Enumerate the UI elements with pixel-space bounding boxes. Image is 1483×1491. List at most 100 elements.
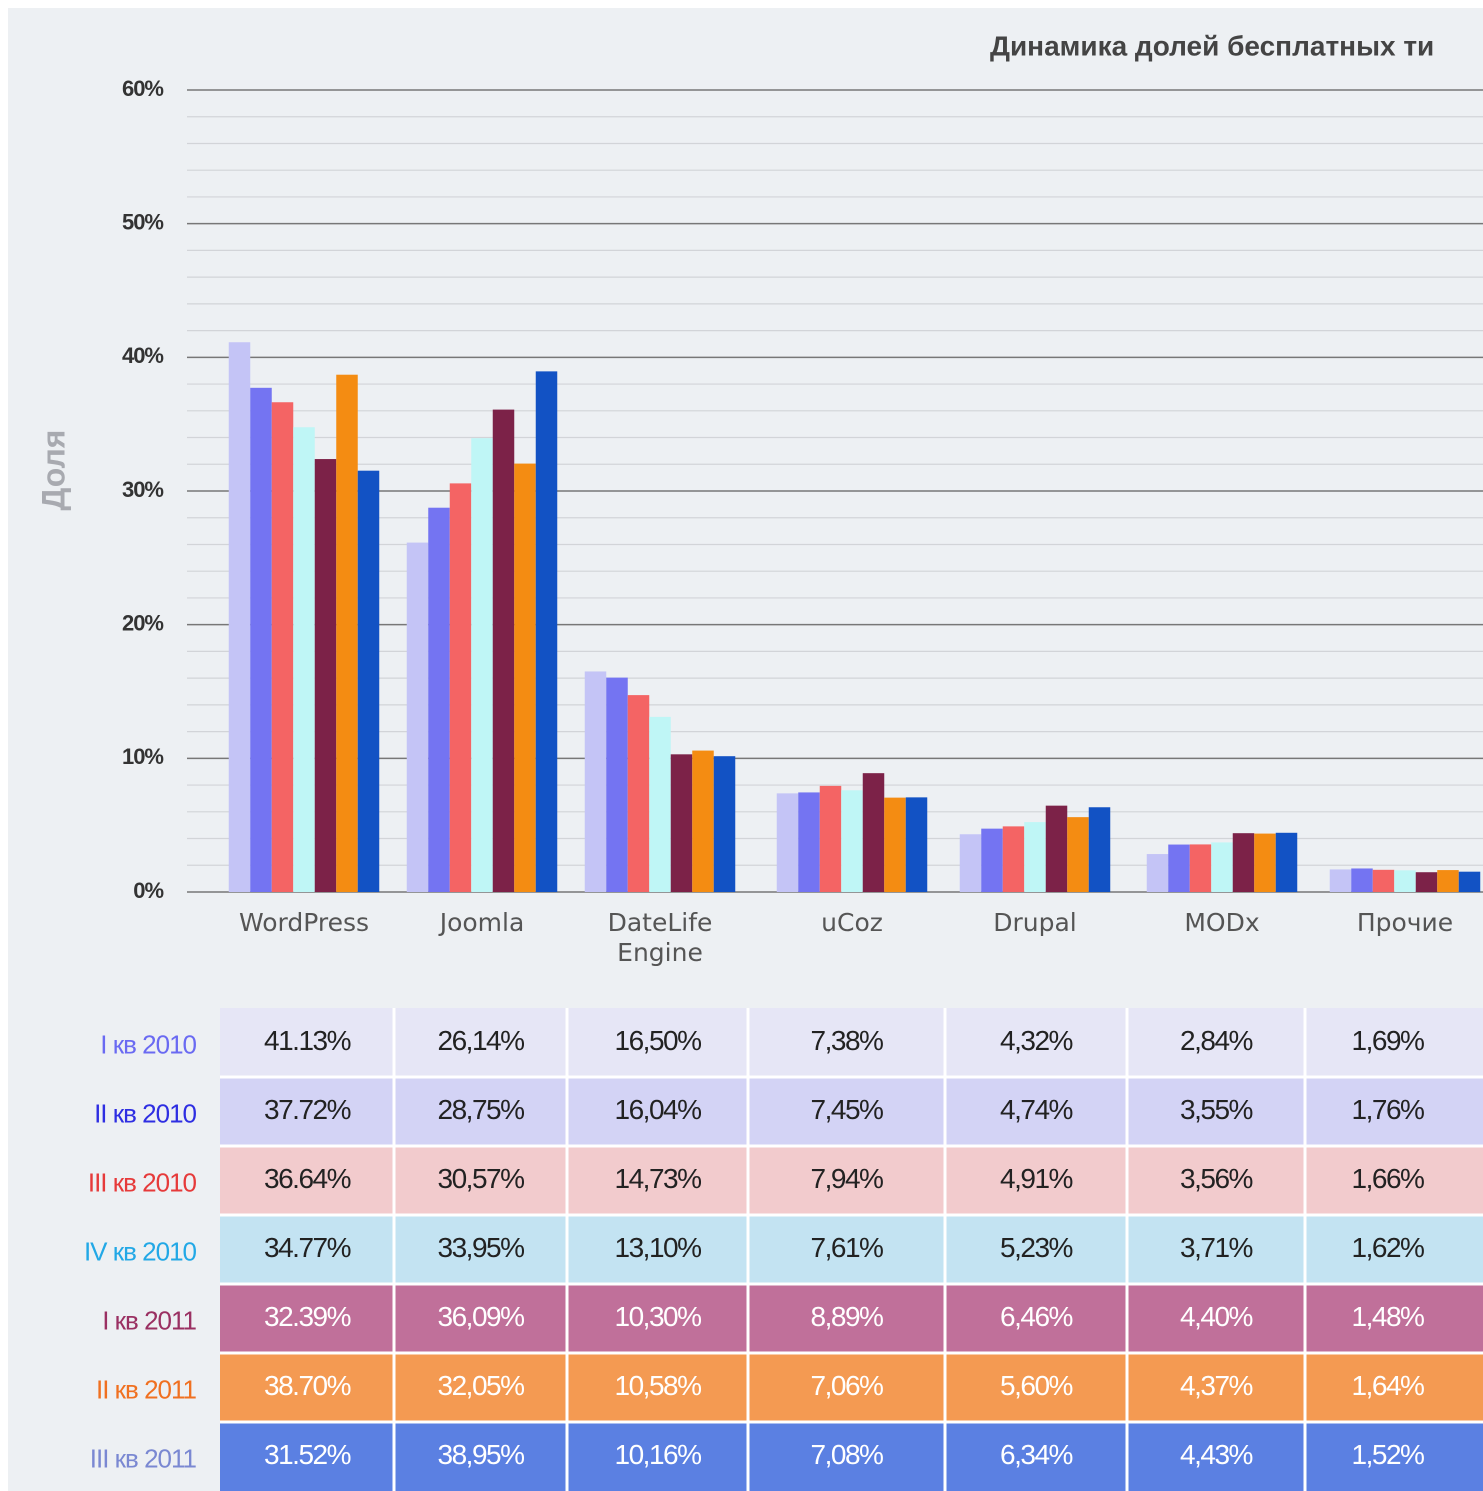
bar xyxy=(1146,854,1169,892)
table-cell: 1,66% xyxy=(1352,1163,1424,1194)
bar xyxy=(884,797,906,892)
table-cell: 10,16% xyxy=(615,1439,702,1470)
bar xyxy=(406,542,429,892)
x-tick-label: MODx xyxy=(1184,908,1259,937)
bar xyxy=(1458,871,1481,892)
table-cell: 4,40% xyxy=(1180,1301,1252,1332)
x-tick-label: WordPress xyxy=(239,908,369,937)
table-cell: 6,46% xyxy=(1000,1301,1072,1332)
bar xyxy=(798,792,820,892)
table-cell: 1,76% xyxy=(1352,1094,1424,1125)
table-cell: 8,89% xyxy=(811,1301,883,1332)
bar xyxy=(1189,844,1212,892)
table-cell: 7,06% xyxy=(811,1370,883,1401)
bar xyxy=(819,785,842,892)
table-row xyxy=(220,1215,1483,1284)
bar xyxy=(1002,826,1025,892)
table-cell: 3,56% xyxy=(1180,1163,1252,1194)
table-cell: 6,34% xyxy=(1000,1439,1072,1470)
table-cell: 1,52% xyxy=(1352,1439,1424,1470)
bar xyxy=(1351,868,1373,892)
chart-title: Динамика долей бесплатных ти xyxy=(990,30,1434,61)
y-tick-label: 30% xyxy=(122,477,163,502)
table-cell: 4,74% xyxy=(1000,1094,1072,1125)
table-cell: 1,48% xyxy=(1352,1301,1424,1332)
bar xyxy=(649,716,671,892)
bar xyxy=(514,463,536,892)
bar xyxy=(535,371,558,892)
table-cell: 16,04% xyxy=(615,1094,702,1125)
table-cell: 3,71% xyxy=(1180,1232,1252,1263)
bar xyxy=(1437,870,1459,892)
table-cell: 7,08% xyxy=(811,1439,883,1470)
bar xyxy=(1329,869,1352,892)
table-cell: 5,60% xyxy=(1000,1370,1072,1401)
y-tick-label: 10% xyxy=(122,744,163,769)
table-cell: 5,23% xyxy=(1000,1232,1072,1263)
table-cell: 4,37% xyxy=(1180,1370,1252,1401)
bar xyxy=(492,409,515,892)
table-cell: 7,45% xyxy=(811,1094,883,1125)
y-tick-label: 20% xyxy=(122,610,163,635)
table-cell: 1,64% xyxy=(1352,1370,1424,1401)
bar xyxy=(1067,817,1089,892)
table-row xyxy=(220,1284,1483,1353)
table-cell: 38.70% xyxy=(264,1370,351,1401)
legend-label: II кв 2010 xyxy=(94,1098,196,1128)
bar xyxy=(1275,832,1298,892)
bar xyxy=(905,797,928,892)
table-cell: 31.52% xyxy=(264,1439,351,1470)
bar xyxy=(606,677,628,892)
legend-label: III кв 2011 xyxy=(90,1443,197,1473)
table-cell: 41.13% xyxy=(264,1025,351,1056)
bar xyxy=(428,507,450,892)
y-tick-label: 50% xyxy=(122,209,163,234)
y-tick-label: 40% xyxy=(122,343,163,368)
table-cell: 32.39% xyxy=(264,1301,351,1332)
x-tick-label: DateLife Engine xyxy=(608,908,713,967)
table-row xyxy=(220,1146,1483,1215)
bar xyxy=(584,671,607,892)
bar xyxy=(1394,870,1416,892)
bar xyxy=(1415,872,1438,892)
legend-label: IV кв 2010 xyxy=(84,1236,197,1266)
table-row xyxy=(220,1077,1483,1146)
table-cell: 30,57% xyxy=(438,1163,525,1194)
bar xyxy=(1088,807,1111,892)
bar xyxy=(449,483,472,892)
table-row xyxy=(220,1353,1483,1422)
table-cell: 36.64% xyxy=(264,1163,351,1194)
y-tick-label: 60% xyxy=(122,76,163,101)
bar xyxy=(1232,833,1255,892)
table-cell: 13,10% xyxy=(615,1232,702,1263)
bar xyxy=(271,402,294,892)
bar xyxy=(1045,805,1068,892)
bar xyxy=(862,773,885,892)
y-tick-label: 0% xyxy=(133,878,163,903)
bar xyxy=(713,756,736,892)
table-cell: 14,73% xyxy=(615,1163,702,1194)
table-cell: 4,43% xyxy=(1180,1439,1252,1470)
table-cell: 10,30% xyxy=(615,1301,702,1332)
bar xyxy=(776,793,799,892)
table-cell: 33,95% xyxy=(438,1232,525,1263)
bar xyxy=(841,790,863,892)
bar xyxy=(959,834,982,892)
table-cell: 4,32% xyxy=(1000,1025,1072,1056)
bar xyxy=(1372,869,1395,892)
table-cell: 34.77% xyxy=(264,1232,351,1263)
table-cell: 7,38% xyxy=(811,1025,883,1056)
table-cell: 37.72% xyxy=(264,1094,351,1125)
table-cell: 16,50% xyxy=(615,1025,702,1056)
legend-label: I кв 2010 xyxy=(100,1029,196,1059)
x-tick-label: Joomla xyxy=(438,908,525,937)
table-cell: 1,62% xyxy=(1352,1232,1424,1263)
table-cell: 32,05% xyxy=(438,1370,525,1401)
table-row xyxy=(220,1422,1483,1491)
table-cell: 7,61% xyxy=(811,1232,883,1263)
table-cell: 26,14% xyxy=(438,1025,525,1056)
bar xyxy=(627,695,650,892)
y-axis-label: Доля xyxy=(35,430,71,511)
table-row xyxy=(220,1008,1483,1077)
